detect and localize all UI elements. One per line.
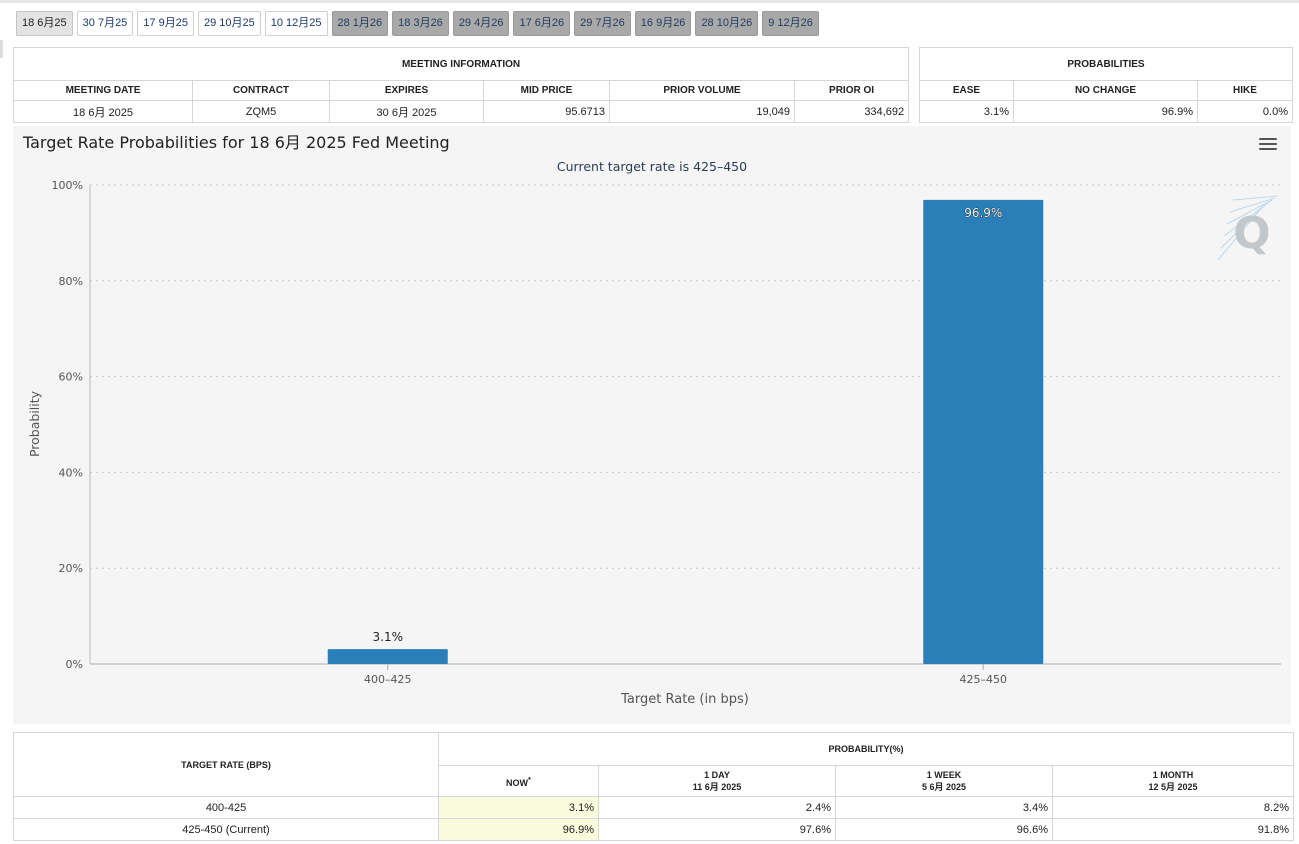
logo-stripe (1229, 197, 1276, 213)
y-tick-label: 20% (59, 562, 83, 575)
table-row: 425-450 (Current) 96.9% 97.6% 96.6% 91.8… (13, 818, 1294, 841)
tab-meeting-date[interactable]: 17 6月26 (513, 11, 571, 36)
watermark-logo-icon: Q (1217, 195, 1279, 261)
col-no-change: NO CHANGE (1013, 80, 1198, 101)
col-mid-price: MID PRICE (483, 80, 610, 101)
col-now: NOW* (438, 765, 599, 797)
col-prior-volume: PRIOR VOLUME (609, 80, 795, 101)
col-1-month: 1 MONTH 12 5月 2025 (1052, 765, 1294, 797)
x-tick-label: 425–450 (960, 673, 1008, 686)
tab-meeting-date[interactable]: 29 7月26 (574, 11, 631, 36)
contract-value: ZQM5 (192, 100, 330, 123)
probability-header: PROBABILITY(%) (438, 732, 1294, 766)
one-month-value: 8.2% (1052, 796, 1294, 819)
now-value: 3.1% (438, 796, 599, 819)
chart-subtitle: Current target rate is 425–450 (557, 159, 747, 174)
target-rate-value: 400-425 (13, 796, 439, 819)
logo-stripe (1223, 201, 1270, 237)
probabilities-title: PROBABILITIES (919, 47, 1293, 81)
tab-meeting-date[interactable]: 9 12月26 (762, 11, 819, 36)
y-tick-label: 40% (59, 466, 83, 479)
y-tick-label: 100% (52, 179, 83, 192)
expires-value: 30 6月 2025 (329, 100, 484, 123)
x-tick-label: 400–425 (364, 673, 412, 686)
tab-meeting-date[interactable]: 29 4月26 (452, 11, 510, 36)
table-row: 18 6月 2025 ZQM5 30 6月 2025 95.6713 19,04… (13, 100, 910, 123)
y-tick-label: 60% (59, 371, 83, 384)
tab-meeting-date[interactable]: 18 6月25 (16, 11, 73, 36)
hike-value: 0.0% (1197, 100, 1293, 123)
tab-meeting-date[interactable]: 28 10月26 (695, 11, 759, 36)
now-value: 96.9% (438, 818, 599, 841)
col-contract: CONTRACT (192, 80, 330, 101)
col-meeting-date: MEETING DATE (13, 80, 193, 101)
target-rate-value: 425-450 (Current) (13, 818, 439, 841)
tab-meeting-date[interactable]: 29 10月25 (197, 11, 261, 36)
now-footnote-marker: * (528, 774, 531, 784)
probabilities-table: PROBABILITIES EASE NO CHANGE HIKE 3.1% 9… (919, 47, 1293, 123)
meeting-information-title: MEETING INFORMATION (12, 47, 910, 81)
one-week-value: 3.4% (835, 796, 1053, 819)
one-month-value: 91.8% (1052, 818, 1294, 841)
top-border (0, 0, 1299, 3)
y-tick-label: 80% (59, 275, 83, 288)
y-axis-title: Probability (27, 390, 42, 457)
meeting-information-table: MEETING INFORMATION MEETING DATE CONTRAC… (12, 47, 910, 123)
data-label: 3.1% (373, 630, 404, 644)
col-hike: HIKE (1197, 80, 1293, 101)
logo-stripe (1232, 195, 1279, 201)
data-label: 96.9% (964, 206, 1002, 220)
logo-letter: Q (1233, 208, 1270, 259)
one-day-value: 97.6% (598, 818, 836, 841)
now-label: NOW (506, 777, 529, 788)
ease-value: 3.1% (919, 100, 1014, 123)
probability-chart: Target Rate Probabilities for 18 6月 2025… (13, 126, 1291, 724)
tab-meeting-date[interactable]: 16 9月26 (634, 11, 692, 36)
logo-stripe (1217, 205, 1264, 261)
col-1-week: 1 WEEK 5 6月 2025 (835, 765, 1053, 797)
col-target-rate: TARGET RATE (BPS) (13, 732, 439, 797)
col-1-day-date: 11 6月 2025 (692, 781, 742, 792)
col-ease: EASE (919, 80, 1014, 101)
col-1-day-label: 1 DAY (704, 769, 730, 780)
one-day-value: 2.4% (598, 796, 836, 819)
table-row: 400-425 3.1% 2.4% 3.4% 8.2% (13, 796, 1294, 819)
no-change-value: 96.9% (1013, 100, 1198, 123)
col-1-week-date: 5 6月 2025 (921, 781, 967, 792)
col-expires: EXPIRES (329, 80, 484, 101)
prior-oi-value: 334,692 (793, 100, 910, 123)
logo-stripe (1226, 199, 1273, 225)
tab-meeting-date[interactable]: 28 1月26 (331, 11, 389, 36)
target-rate-probability-table: TARGET RATE (BPS) PROBABILITY(%) NOW* 1 … (13, 732, 1294, 841)
col-1-month-label: 1 MONTH (1152, 769, 1194, 780)
chart-title: Target Rate Probabilities for 18 6月 2025… (22, 133, 450, 152)
bar (923, 199, 1044, 664)
y-tick-label: 0% (66, 658, 83, 671)
meeting-date-tabs: 18 6月25 30 7月25 17 9月25 29 10月25 10 12月25 28 … (16, 11, 819, 37)
x-axis-title: Target Rate (in bps) (620, 692, 749, 707)
mid-price-value: 95.6713 (483, 100, 610, 123)
tab-meeting-date[interactable]: 30 7月25 (76, 11, 134, 36)
col-1-week-label: 1 WEEK (926, 769, 962, 780)
chart-canvas: Target Rate Probabilities for 18 6月 2025… (22, 133, 1281, 707)
tab-meeting-date[interactable]: 18 3月26 (392, 11, 449, 36)
bar (327, 649, 448, 664)
col-1-day: 1 DAY 11 6月 2025 (598, 765, 836, 797)
col-prior-oi: PRIOR OI (793, 80, 910, 101)
tab-meeting-date[interactable]: 10 12月25 (264, 11, 328, 36)
tab-meeting-date[interactable]: 17 9月25 (137, 11, 194, 36)
left-edge-marker (0, 40, 3, 58)
prior-volume-value: 19,049 (609, 100, 795, 123)
chart-menu-icon[interactable] (1259, 138, 1277, 152)
one-week-value: 96.6% (835, 818, 1053, 841)
col-1-month-date: 12 5月 2025 (1148, 781, 1198, 792)
table-row: 3.1% 96.9% 0.0% (919, 100, 1293, 123)
meeting-date-value: 18 6月 2025 (13, 100, 193, 123)
logo-stripe (1220, 203, 1267, 249)
